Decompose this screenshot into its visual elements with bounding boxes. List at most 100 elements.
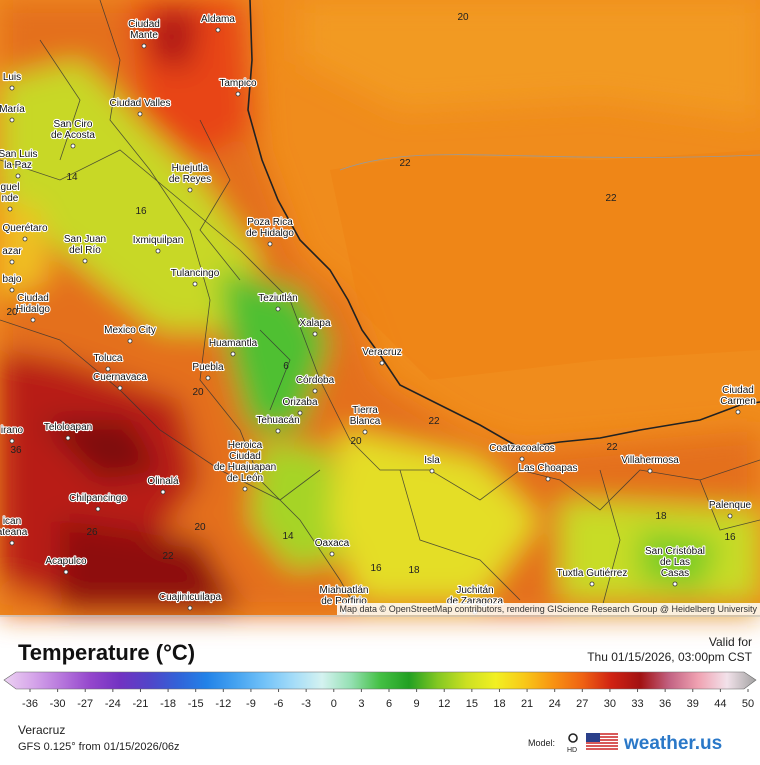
place-dot	[545, 476, 551, 482]
place-dot	[7, 206, 13, 212]
place-label: Teziutlán	[258, 293, 297, 304]
colorbar-tick-label: -3	[301, 698, 311, 710]
contour-label: 16	[724, 532, 736, 543]
place-label: Cuajinicuilapa	[159, 592, 222, 603]
colorbar-tick-label: -24	[105, 698, 121, 710]
contour-label: 16	[135, 206, 147, 217]
colorbar-tick-label: 44	[714, 698, 726, 710]
place-label: Tulancingo	[171, 268, 220, 279]
place-label: Mexico City	[104, 325, 156, 336]
place-dot	[95, 506, 101, 512]
place-label: del Río	[69, 245, 101, 256]
place-dot	[727, 513, 733, 519]
contour-label: 20	[457, 12, 469, 23]
place-label: de León	[227, 473, 263, 484]
place-dot	[297, 410, 303, 416]
place-label: Villahermosa	[621, 455, 679, 466]
hd: HD	[567, 747, 577, 754]
place-dot	[230, 351, 236, 357]
contour-label: 20	[194, 522, 206, 533]
place-dot	[362, 429, 368, 435]
place-dot	[235, 91, 241, 97]
colorbar-tick-label: -36	[22, 698, 38, 710]
contour-label: 20	[192, 387, 204, 398]
map	[0, 0, 760, 616]
contour-label: 22	[428, 416, 440, 427]
place-dot	[70, 143, 76, 149]
place-label: Ciudad	[128, 19, 160, 30]
place-label: Huejutla	[172, 163, 209, 174]
place-label: Huamantla	[209, 338, 258, 349]
colorbar-tick-label: 21	[521, 698, 533, 710]
place-label: Palenque	[709, 500, 752, 511]
contour-label: 20	[350, 436, 362, 447]
contour-label: 6	[283, 361, 289, 372]
place-label: Acapulco	[45, 556, 87, 567]
contour-label: 36	[10, 445, 22, 456]
place-label: Cuernavaca	[93, 372, 147, 383]
colorbar-tick-label: 9	[414, 698, 420, 710]
place-dot	[329, 551, 335, 557]
place-label: Ciudad	[229, 451, 261, 462]
place-label: Carmen	[720, 396, 756, 407]
colorbar-tick-label: 50	[742, 698, 754, 710]
place-label: San Luis	[0, 149, 37, 160]
colorbar-tick-label: 12	[438, 698, 450, 710]
place-dot	[9, 259, 15, 265]
contour-label: 18	[408, 565, 420, 576]
legend-title: Temperature (°C)	[18, 640, 195, 665]
place-label: guel	[1, 182, 20, 193]
contour-label: 22	[605, 193, 617, 204]
place-dot	[519, 456, 525, 462]
place-dot	[275, 428, 281, 434]
place-label: Córdoba	[296, 375, 335, 386]
place-dot	[65, 435, 71, 441]
place-label: Olinalá	[147, 476, 179, 487]
valid-time: Thu 01/15/2026, 03:00pm CST	[587, 650, 752, 664]
contour-label: 14	[282, 531, 294, 542]
place-dot	[647, 468, 653, 474]
place-label: Tuxtla Gutiérrez	[557, 568, 628, 579]
place-dot	[242, 486, 248, 492]
place-dot	[9, 540, 15, 546]
contour-label: 26	[86, 527, 98, 538]
colorbar-tick-label: -9	[246, 698, 256, 710]
contour-label: 22	[399, 158, 411, 169]
place-dot	[9, 438, 15, 444]
colorbar-tick-label: 36	[659, 698, 671, 710]
colorbar-tick-label: 30	[604, 698, 616, 710]
place-label: Mante	[130, 30, 158, 41]
place-dot	[127, 338, 133, 344]
colorbar-tick-label: 24	[549, 698, 561, 710]
contour-label: 16	[370, 563, 382, 574]
place-dot	[22, 236, 28, 242]
colorbar-tick-label: 39	[687, 698, 699, 710]
place-dot	[672, 581, 678, 587]
model-run: GFS 0.125° from 01/15/2026/06z	[18, 741, 180, 753]
place-dot	[15, 173, 21, 179]
place-label: Blanca	[350, 416, 381, 427]
colorbar-tick-label: 0	[331, 698, 337, 710]
place-label: María	[0, 104, 25, 115]
place-label: San Ciro	[54, 119, 93, 130]
place-dot	[187, 187, 193, 193]
contour-label: 14	[66, 172, 78, 183]
place-label: Luis	[3, 72, 21, 83]
place-label: Ciudad Valles	[110, 98, 171, 109]
place-dot	[192, 281, 198, 287]
place-dot	[30, 317, 36, 323]
place-label: irano	[1, 425, 24, 436]
colorbar-tick-label: 33	[631, 698, 643, 710]
place-dot	[312, 388, 318, 394]
place-label: nde	[2, 193, 19, 204]
place-dot	[141, 43, 147, 49]
place-label: Puebla	[192, 362, 224, 373]
place-label: Poza Rica	[247, 217, 293, 228]
place-label: de Reyes	[169, 174, 211, 185]
brand[interactable]: weather.us	[623, 733, 722, 754]
place-dot	[312, 331, 318, 337]
place-dot	[379, 360, 385, 366]
place-label: bajo	[3, 274, 22, 285]
colorbar-tick-label: 27	[576, 698, 588, 710]
